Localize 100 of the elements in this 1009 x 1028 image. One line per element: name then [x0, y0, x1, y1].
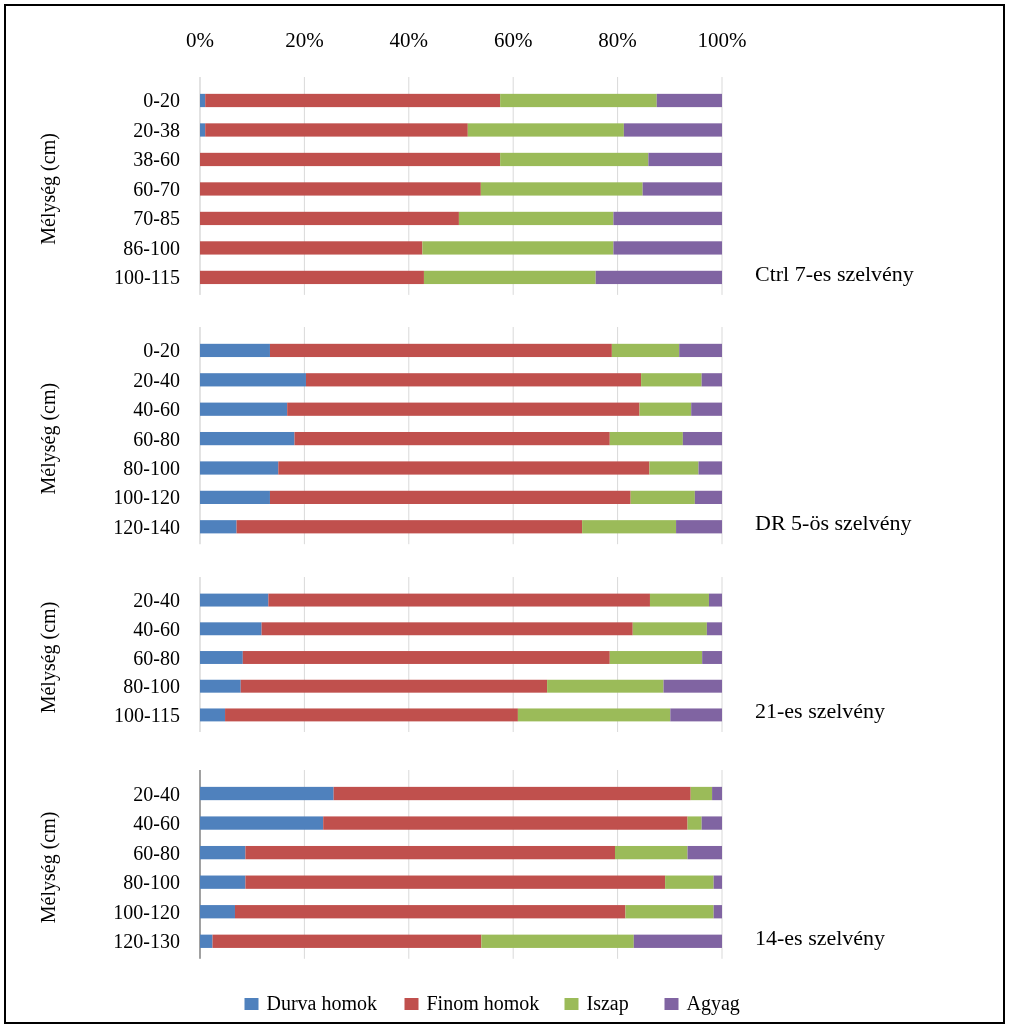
y-axis-title: Mélység (cm) — [37, 382, 60, 495]
bar — [641, 373, 702, 387]
bar — [611, 343, 680, 358]
y-tick-label: 60-80 — [133, 841, 180, 864]
x-tick-label: 0% — [186, 28, 214, 52]
bar — [200, 786, 334, 801]
x-tick-label: 20% — [285, 28, 324, 52]
y-tick-label: 40-60 — [133, 812, 180, 835]
bar — [225, 708, 518, 722]
bar — [200, 402, 288, 416]
bar — [423, 270, 596, 285]
bar — [708, 593, 722, 607]
bar — [200, 152, 501, 167]
bar — [200, 708, 226, 722]
bar — [713, 905, 722, 919]
y-tick-label: 0-20 — [143, 339, 180, 362]
bar — [691, 402, 722, 416]
text: DR 5-ös szelvény — [755, 510, 912, 536]
y-tick-label: 100-115 — [114, 266, 180, 289]
y-tick-label: 40-60 — [133, 398, 180, 421]
text: Ctrl 7-es szelvény — [755, 260, 914, 286]
bar — [517, 708, 671, 722]
y-tick-label: 40-60 — [133, 617, 180, 640]
bar — [649, 593, 709, 607]
bar — [609, 651, 703, 664]
y-tick-label: 80-100 — [123, 871, 180, 894]
bar — [701, 816, 722, 830]
bar — [547, 679, 664, 693]
text: 14-es szelvény — [755, 924, 886, 950]
bar — [609, 431, 683, 446]
bar — [665, 875, 714, 889]
bar — [706, 622, 722, 636]
y-axis-title: Mélység (cm) — [37, 811, 60, 924]
bar — [323, 816, 688, 830]
bar — [200, 905, 235, 919]
y-tick-label: 60-70 — [133, 177, 180, 200]
y-tick-label: 100-120 — [113, 900, 180, 923]
bar — [200, 816, 324, 830]
legend-label: Agyag — [686, 992, 740, 1015]
y-axis-title: Mélység (cm) — [37, 601, 60, 714]
bar — [690, 786, 713, 801]
bar — [500, 93, 657, 108]
bar — [480, 182, 643, 196]
y-tick-label: 86-100 — [123, 236, 180, 259]
y-tick-label: 60-80 — [133, 646, 180, 669]
bar — [582, 520, 677, 534]
x-tick-label: 80% — [598, 28, 637, 52]
bar — [467, 123, 624, 137]
bar — [200, 520, 237, 534]
bar — [200, 490, 270, 504]
bar — [200, 875, 246, 889]
x-tick-label: 60% — [493, 28, 533, 52]
bar — [500, 152, 649, 167]
bar — [287, 402, 640, 416]
bar — [200, 241, 423, 255]
y-tick-label: 20-40 — [133, 368, 180, 391]
bar — [481, 934, 634, 948]
text: 21-es szelvény — [755, 698, 886, 723]
bar — [676, 520, 722, 534]
y-tick-label: 120-140 — [113, 515, 180, 538]
bar — [649, 461, 699, 475]
bar — [212, 934, 482, 948]
bar — [200, 431, 295, 446]
bar — [278, 461, 650, 475]
y-tick-label: 80-100 — [123, 675, 180, 698]
bar — [200, 343, 270, 358]
bar — [245, 875, 666, 889]
bar — [614, 845, 688, 860]
bar — [595, 270, 722, 285]
y-tick-label: 100-120 — [113, 486, 180, 509]
y-axis-title: Mélység (cm) — [37, 133, 60, 245]
bar — [630, 490, 695, 504]
bar — [656, 93, 722, 108]
legend-label: Durva homok — [266, 992, 378, 1014]
bar — [702, 651, 722, 664]
bar — [245, 845, 615, 860]
y-tick-label: 38-60 — [133, 148, 180, 171]
y-tick-label: 20-40 — [133, 589, 180, 612]
legend-label: Iszap — [586, 992, 629, 1015]
bar — [269, 490, 631, 504]
bar — [269, 343, 612, 358]
bar — [639, 402, 692, 416]
bar — [200, 651, 243, 664]
bar — [682, 431, 722, 446]
y-tick-label: 120-130 — [113, 930, 180, 953]
bar — [234, 905, 626, 919]
bar — [694, 490, 722, 504]
bar — [687, 816, 702, 830]
bar — [632, 622, 707, 636]
bar — [205, 123, 468, 137]
bar — [200, 373, 306, 387]
x-tick-label: 100% — [697, 28, 747, 52]
bar — [200, 123, 206, 137]
bar — [422, 241, 614, 255]
bar — [200, 845, 246, 860]
bar — [613, 241, 722, 255]
bar — [642, 182, 722, 196]
bar — [458, 211, 614, 226]
bar — [205, 93, 501, 108]
y-tick-label: 70-85 — [133, 207, 180, 230]
